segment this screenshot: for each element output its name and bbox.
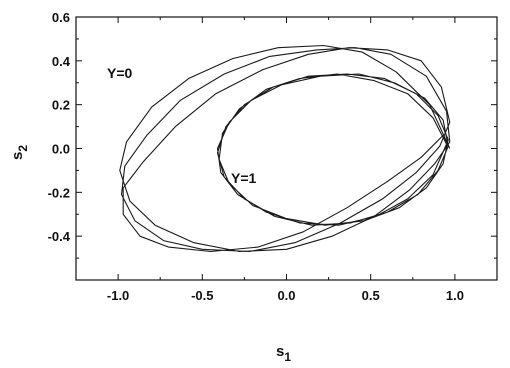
x-axis-subscript: 1 xyxy=(284,350,291,364)
x-tick-label: 0.0 xyxy=(277,288,295,303)
x-tick-label: 0.5 xyxy=(362,288,380,303)
orbit-series-1 xyxy=(216,73,449,226)
annotation-y1: Y=1 xyxy=(231,170,257,186)
y-tick-label: 0.2 xyxy=(52,98,70,113)
y-axis-title: s2 xyxy=(9,145,30,160)
y-axis-subscript: 2 xyxy=(16,145,30,152)
x-tick-label: 1.0 xyxy=(446,288,464,303)
x-axis-title: s1 xyxy=(276,343,291,364)
orbit-curves xyxy=(119,44,451,253)
y-axis-symbol: s xyxy=(9,152,26,160)
tick-labels: -1.0 -0.5 0.0 0.5 1.0 -0.4 -0.2 0.0 0.2 0.4 0.6 xyxy=(48,10,464,303)
axis-ticks xyxy=(75,16,498,281)
x-axis-symbol: s xyxy=(276,343,284,360)
y-tick-label: -0.4 xyxy=(48,229,71,244)
y-tick-label: 0.4 xyxy=(52,54,71,69)
y-tick-label: 0.6 xyxy=(52,10,70,25)
x-tick-label: -0.5 xyxy=(191,288,213,303)
plot-frame xyxy=(75,16,498,281)
orbit-series-0 xyxy=(119,44,451,253)
annotation-y0: Y=0 xyxy=(107,65,133,81)
y-tick-label: 0.0 xyxy=(52,142,70,157)
x-tick-label: -1.0 xyxy=(107,288,129,303)
y-tick-label: -0.2 xyxy=(48,185,70,200)
